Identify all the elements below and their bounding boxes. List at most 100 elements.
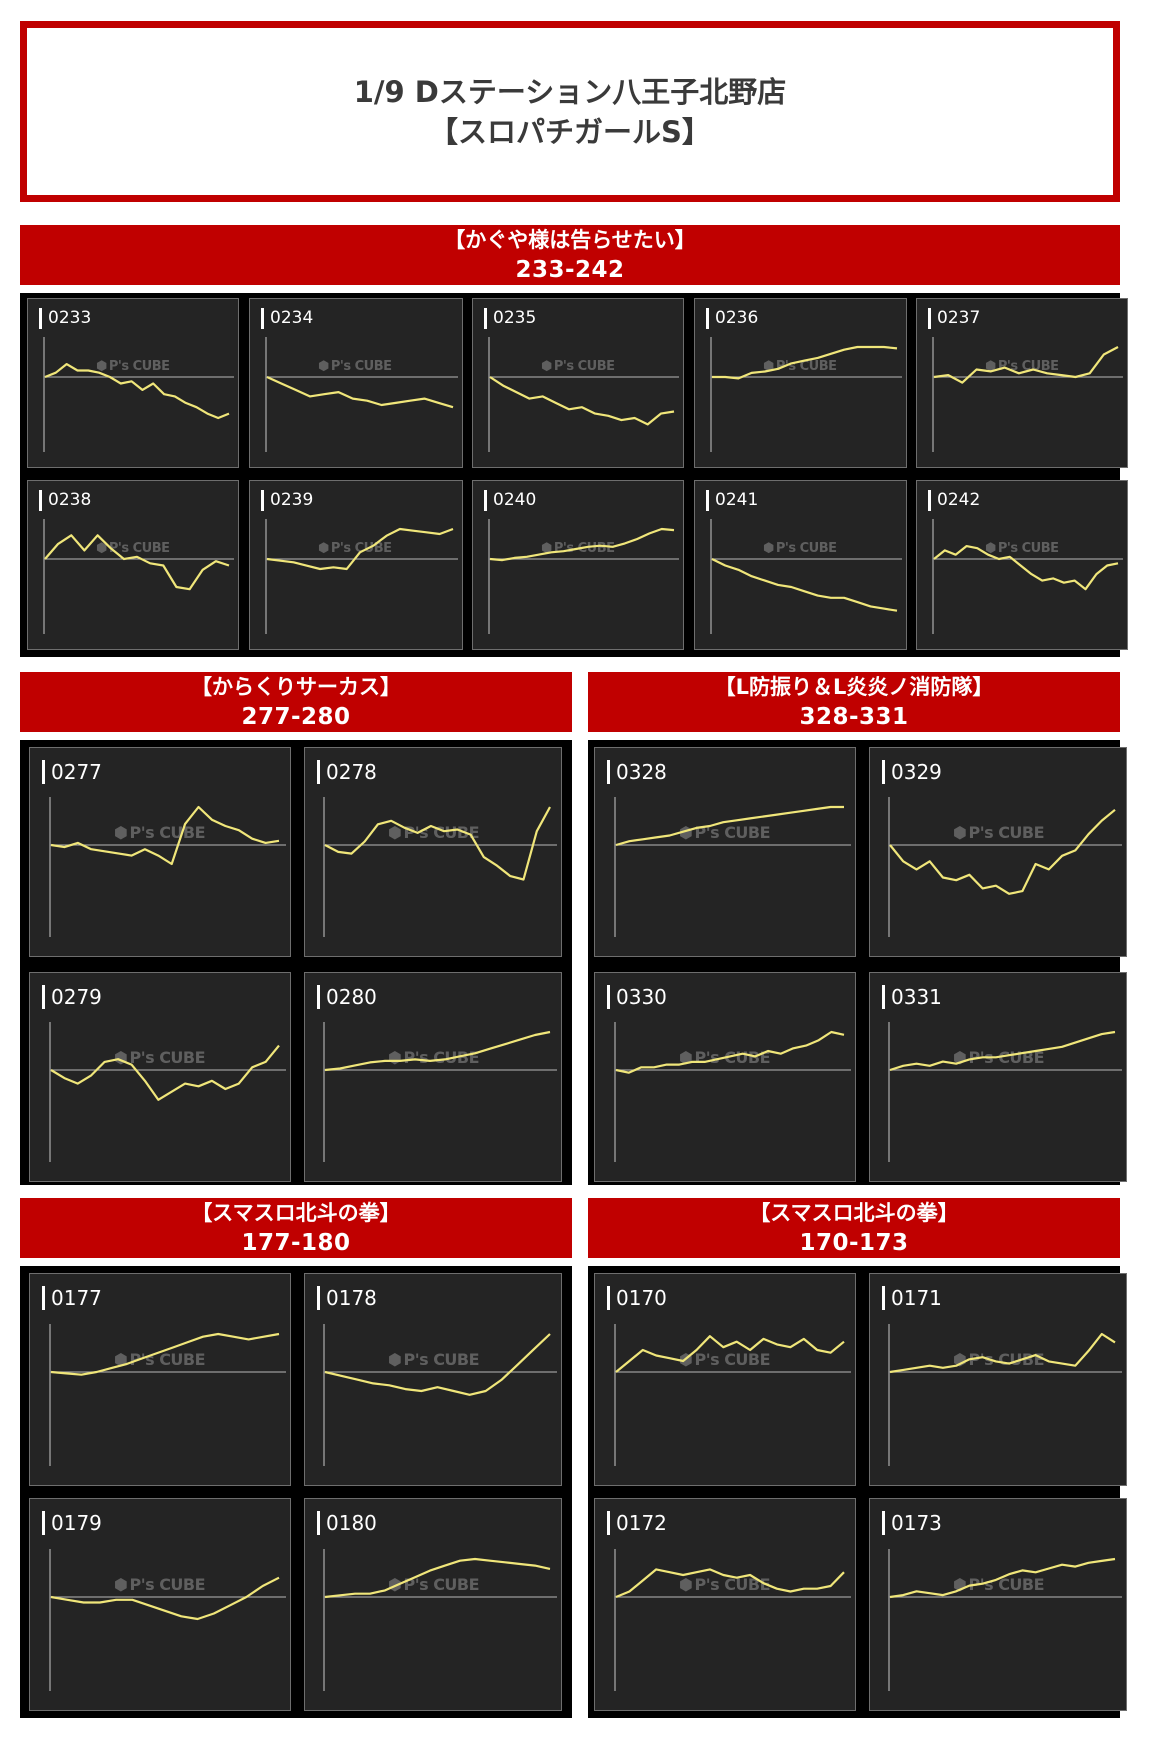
machine-chart: ⬢ P's CUBE 0178	[304, 1273, 562, 1486]
watermark-logo: ⬢ P's CUBE	[953, 823, 1045, 842]
watermark-text: P's CUBE	[129, 1350, 206, 1369]
machine-number: 0237	[928, 308, 980, 329]
machine-number: 0233	[39, 308, 91, 329]
hexagon-icon: ⬢	[96, 359, 107, 374]
machine-number: 0280	[317, 985, 377, 1009]
hexagon-icon: ⬢	[96, 541, 107, 556]
machine-number: 0172	[607, 1511, 667, 1535]
machine-number: 0179	[42, 1511, 102, 1535]
hexagon-icon: ⬢	[318, 359, 329, 374]
machine-chart: ⬢ P's CUBE 0329	[869, 747, 1127, 957]
hexagon-icon: ⬢	[318, 541, 329, 556]
series-line	[712, 345, 898, 380]
machine-chart-svg	[888, 1324, 1122, 1466]
machine-chart-svg	[323, 1022, 557, 1162]
watermark-logo: ⬢ P's CUBE	[96, 359, 170, 374]
series-line	[615, 1335, 845, 1373]
hexagon-icon: ⬢	[763, 541, 774, 556]
machine-chart: ⬢ P's CUBE 0330	[594, 972, 856, 1182]
group-banner-bofuri-enen: 【L防振り＆L炎炎ノ消防隊】 328-331	[588, 672, 1120, 732]
machine-number: 0240	[484, 490, 536, 511]
watermark-text: P's CUBE	[553, 359, 615, 374]
watermark-logo: ⬢ P's CUBE	[953, 1575, 1045, 1594]
machine-chart-svg	[265, 337, 458, 452]
machine-number: 0170	[607, 1286, 667, 1310]
watermark-text: P's CUBE	[694, 1575, 771, 1594]
machine-number: 0278	[317, 760, 377, 784]
hexagon-icon: ⬢	[679, 823, 693, 842]
machine-chart: ⬢ P's CUBE 0172	[594, 1498, 856, 1711]
machine-number: 0235	[484, 308, 536, 329]
hexagon-icon: ⬢	[388, 1350, 402, 1369]
watermark-logo: ⬢ P's CUBE	[679, 1575, 771, 1594]
watermark-text: P's CUBE	[694, 1350, 771, 1369]
machine-chart-svg	[710, 519, 902, 634]
machine-chart: ⬢ P's CUBE 0242	[916, 480, 1128, 650]
watermark-text: P's CUBE	[968, 823, 1045, 842]
group-banner-hokuto-177: 【スマスロ北斗の拳】 177-180	[20, 1198, 572, 1258]
hexagon-icon: ⬢	[679, 1575, 693, 1594]
machine-chart: ⬢ P's CUBE 0237	[916, 298, 1128, 468]
group-title: 【スマスロ北斗の拳】	[749, 1201, 959, 1225]
machine-chart-svg	[43, 519, 234, 634]
machine-number: 0180	[317, 1511, 377, 1535]
machine-number: 0177	[42, 1286, 102, 1310]
machine-chart: ⬢ P's CUBE 0238	[27, 480, 239, 650]
machine-chart-svg	[49, 1549, 286, 1691]
watermark-text: P's CUBE	[403, 1048, 480, 1067]
watermark-logo: ⬢ P's CUBE	[114, 823, 206, 842]
machine-chart-svg	[614, 1549, 851, 1691]
watermark-logo: ⬢ P's CUBE	[96, 541, 170, 556]
machine-chart: ⬢ P's CUBE 0241	[694, 480, 907, 650]
group-banner-kaguya: 【かぐや様は告らせたい】 233-242	[20, 225, 1120, 285]
machine-chart: ⬢ P's CUBE 0240	[472, 480, 684, 650]
group-title: 【かぐや様は告らせたい】	[444, 228, 696, 252]
machine-chart: ⬢ P's CUBE 0180	[304, 1498, 562, 1711]
watermark-text: P's CUBE	[108, 359, 170, 374]
series-line	[889, 1332, 1116, 1374]
group-range: 177-180	[241, 1230, 351, 1256]
machine-chart: ⬢ P's CUBE 0280	[304, 972, 562, 1182]
group-range: 328-331	[799, 704, 909, 730]
machine-chart: ⬢ P's CUBE 0239	[249, 480, 463, 650]
series-line	[50, 1044, 280, 1101]
machine-chart-svg	[710, 337, 902, 452]
series-line	[711, 558, 898, 612]
watermark-text: P's CUBE	[997, 541, 1059, 556]
machine-number: 0171	[882, 1286, 942, 1310]
machine-chart-svg	[49, 797, 286, 937]
series-line	[44, 362, 230, 420]
hexagon-icon: ⬢	[388, 823, 402, 842]
series-line	[50, 1332, 280, 1376]
watermark-text: P's CUBE	[330, 541, 392, 556]
watermark-text: P's CUBE	[403, 1350, 480, 1369]
hexagon-icon: ⬢	[985, 359, 996, 374]
machine-chart-svg	[888, 797, 1122, 937]
series-line	[266, 527, 454, 571]
group-title: 【からくりサーカス】	[191, 675, 401, 699]
machine-chart: ⬢ P's CUBE 0328	[594, 747, 856, 957]
machine-chart-svg	[488, 337, 679, 452]
group-banner-karakuri: 【からくりサーカス】 277-280	[20, 672, 572, 732]
machine-number: 0234	[261, 308, 313, 329]
machine-chart-svg	[323, 1324, 557, 1466]
machine-number: 0242	[928, 490, 980, 511]
hexagon-icon: ⬢	[388, 1048, 402, 1067]
watermark-logo: ⬢ P's CUBE	[388, 1048, 480, 1067]
watermark-logo: ⬢ P's CUBE	[114, 1575, 206, 1594]
group-banner-hokuto-170: 【スマスロ北斗の拳】 170-173	[588, 1198, 1120, 1258]
machine-chart-svg	[932, 337, 1123, 452]
series-line	[324, 1333, 551, 1396]
group-range: 170-173	[799, 1230, 909, 1256]
machine-chart-svg	[43, 337, 234, 452]
hexagon-icon: ⬢	[985, 541, 996, 556]
series-line	[889, 1030, 1116, 1072]
machine-number: 0279	[42, 985, 102, 1009]
hexagon-icon: ⬢	[114, 823, 128, 842]
series-line	[615, 1568, 845, 1599]
watermark-logo: ⬢ P's CUBE	[541, 359, 615, 374]
watermark-text: P's CUBE	[775, 541, 837, 556]
watermark-text: P's CUBE	[968, 1575, 1045, 1594]
series-line	[324, 1030, 551, 1072]
watermark-logo: ⬢ P's CUBE	[388, 823, 480, 842]
